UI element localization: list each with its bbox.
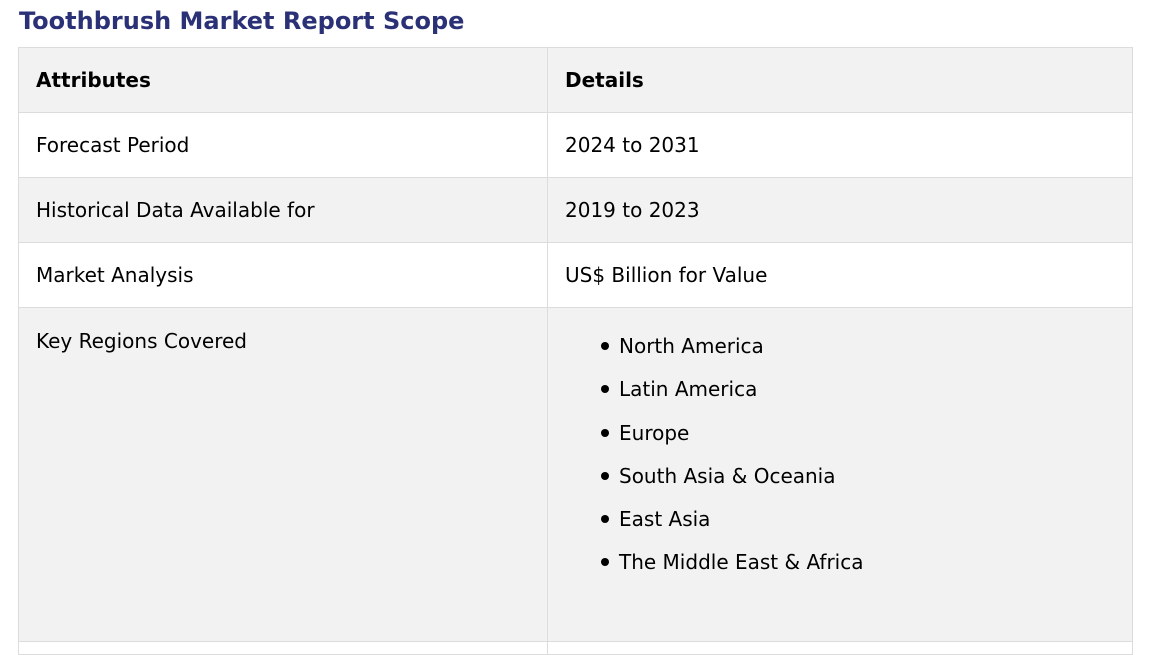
column-header-details: Details	[547, 47, 1133, 113]
detail-cell: US$ Billion for Value	[547, 242, 1133, 308]
table-row: Market Analysis US$ Billion for Value	[18, 242, 1133, 308]
attribute-cell: Market Analysis	[18, 242, 548, 308]
attribute-cell: Historical Data Available for	[18, 177, 548, 243]
table-row: Historical Data Available for 2019 to 20…	[18, 177, 1133, 243]
region-label: North America	[619, 334, 764, 358]
attribute-cell: Key Regions Covered	[18, 307, 548, 642]
region-label: The Middle East & Africa	[619, 550, 864, 575]
list-item: South Asia & Oceania	[601, 463, 1115, 506]
table-row-regions: Key Regions Covered North America Latin …	[18, 307, 1133, 642]
regions-detail-cell: North America Latin America Europe South…	[547, 307, 1133, 642]
list-item: North America	[601, 333, 1115, 376]
report-scope-table: Attributes Details Forecast Period 2024 …	[18, 47, 1133, 655]
table-header-row: Attributes Details	[18, 47, 1133, 113]
detail-cell: 2019 to 2023	[547, 177, 1133, 243]
region-list: North America Latin America Europe South…	[565, 308, 1115, 593]
list-item: The Middle East & Africa	[601, 549, 1115, 592]
region-label: Europe	[619, 420, 690, 445]
region-label: East Asia	[619, 507, 711, 532]
bullet-icon	[601, 428, 609, 437]
attribute-cell: Forecast Period	[18, 112, 548, 178]
region-label: South Asia & Oceania	[619, 463, 836, 488]
detail-cell	[547, 641, 1133, 655]
table-row-cutoff	[18, 641, 1133, 655]
bullet-icon	[601, 342, 609, 350]
region-label: Latin America	[619, 377, 758, 402]
bullet-icon	[601, 515, 609, 524]
list-item: Europe	[601, 420, 1115, 463]
bullet-icon	[601, 385, 609, 394]
detail-cell: 2024 to 2031	[547, 112, 1133, 178]
bullet-icon	[601, 471, 609, 480]
attribute-cell	[18, 641, 548, 655]
column-header-attributes: Attributes	[18, 47, 548, 113]
list-item: Latin America	[601, 376, 1115, 419]
bullet-icon	[601, 558, 609, 567]
table-row: Forecast Period 2024 to 2031	[18, 112, 1133, 178]
page-title: Toothbrush Market Report Scope	[19, 7, 465, 35]
list-item: East Asia	[601, 506, 1115, 549]
